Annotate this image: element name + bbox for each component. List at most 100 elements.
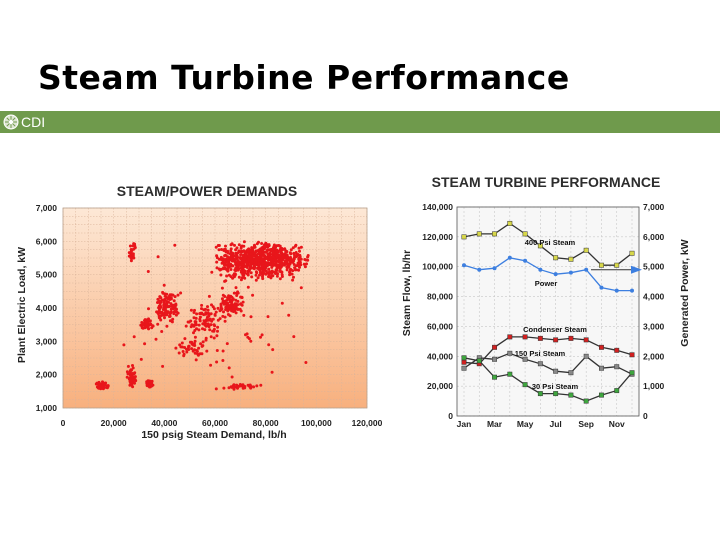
scatter-point <box>270 274 274 278</box>
scatter-point <box>297 246 301 250</box>
scatter-point <box>250 266 254 270</box>
scatter-point <box>246 335 250 339</box>
scatter-point <box>147 318 151 322</box>
scatter-point <box>215 266 219 270</box>
scatter-point <box>241 384 245 388</box>
y-tick-label: 2,000 <box>36 370 58 380</box>
scatter-point <box>263 268 267 271</box>
data-point <box>553 391 559 397</box>
scatter-point <box>202 319 206 323</box>
scatter-point <box>225 274 229 278</box>
series-line <box>463 257 632 292</box>
scatter-point <box>280 301 284 305</box>
scatter-point <box>291 278 295 282</box>
scatter-point <box>162 301 166 305</box>
scatter-point <box>298 265 301 269</box>
scatter-point <box>285 259 289 263</box>
scatter-point <box>129 374 133 378</box>
scatter-point <box>246 285 250 289</box>
scatter-point <box>223 279 227 283</box>
chart-title: STEAM TURBINE PERFORMANCE <box>432 174 661 190</box>
scatter-point <box>299 286 303 290</box>
scatter-point <box>231 310 235 313</box>
scatter-point <box>234 248 238 252</box>
scatter-point <box>295 253 299 257</box>
scatter-point <box>267 267 271 271</box>
scatter-point <box>292 253 296 257</box>
x-tick-label: Jan <box>457 419 472 429</box>
scatter-point <box>260 242 264 245</box>
series-30-psi-steam <box>461 355 635 404</box>
y-tick-label-right: 4,000 <box>643 292 665 302</box>
scatter-point <box>106 384 110 388</box>
data-point <box>614 364 620 370</box>
data-point <box>522 382 528 388</box>
scatter-point <box>257 267 261 271</box>
scatter-point <box>197 346 201 350</box>
scatter-point <box>252 385 256 389</box>
scatter-point <box>281 254 285 258</box>
scatter-point <box>161 308 165 311</box>
data-point <box>629 250 635 256</box>
scatter-point <box>168 312 172 316</box>
scatter-point <box>294 251 298 254</box>
scatter-point <box>232 273 236 277</box>
scatter-point <box>293 266 297 270</box>
scatter-point <box>220 286 224 290</box>
data-point <box>553 255 559 261</box>
scatter-point <box>253 245 257 249</box>
scatter-point <box>205 349 209 353</box>
scatter-point <box>305 262 308 266</box>
scatter-point <box>294 264 298 268</box>
data-point <box>461 359 467 365</box>
scatter-point <box>180 341 184 345</box>
scatter-point <box>165 324 169 328</box>
scatter-point <box>242 313 246 317</box>
scatter-point <box>242 240 246 244</box>
scatter-point <box>218 309 222 313</box>
scatter-point <box>264 250 268 254</box>
x-tick-label: Mar <box>487 419 503 429</box>
scatter-point <box>253 265 257 269</box>
series-annotation: 400 Psi Steam <box>525 238 576 247</box>
data-point <box>599 392 604 398</box>
scatter-point <box>232 383 236 387</box>
scatter-point <box>236 303 240 307</box>
scatter-point <box>206 305 209 309</box>
scatter-point <box>221 314 225 318</box>
scatter-point <box>158 316 162 320</box>
scatter-point <box>133 375 137 379</box>
scatter-point <box>222 263 226 267</box>
scatter-point <box>228 263 232 267</box>
x-tick-label: 40,000 <box>151 418 177 428</box>
scatter-point <box>235 294 239 297</box>
scatter-point <box>192 331 195 335</box>
scatter-point <box>181 350 185 353</box>
scatter-point <box>262 253 266 257</box>
scatter-point <box>193 308 196 312</box>
scatter-point <box>250 275 254 279</box>
scatter-point <box>173 243 177 247</box>
scatter-point <box>226 249 230 253</box>
scatter-point <box>129 259 133 263</box>
scatter-point <box>97 386 101 390</box>
scatter-point <box>198 352 202 356</box>
data-point <box>599 285 604 290</box>
scatter-point <box>230 242 234 246</box>
scatter-point <box>139 357 143 361</box>
scatter-point <box>174 313 178 317</box>
y-tick-label-right: 3,000 <box>643 321 665 331</box>
scatter-point <box>158 301 162 305</box>
data-point <box>568 335 574 341</box>
scatter-point <box>95 381 99 385</box>
scatter-point <box>254 249 258 253</box>
scatter-point <box>162 304 166 308</box>
x-tick-label: 20,000 <box>101 418 127 428</box>
scatter-point <box>259 260 263 263</box>
scatter-point <box>131 364 134 367</box>
data-point <box>507 220 513 226</box>
scatter-point <box>166 297 170 301</box>
scatter-point <box>260 333 264 337</box>
scatter-point <box>241 300 245 304</box>
scatter-point <box>192 324 196 328</box>
